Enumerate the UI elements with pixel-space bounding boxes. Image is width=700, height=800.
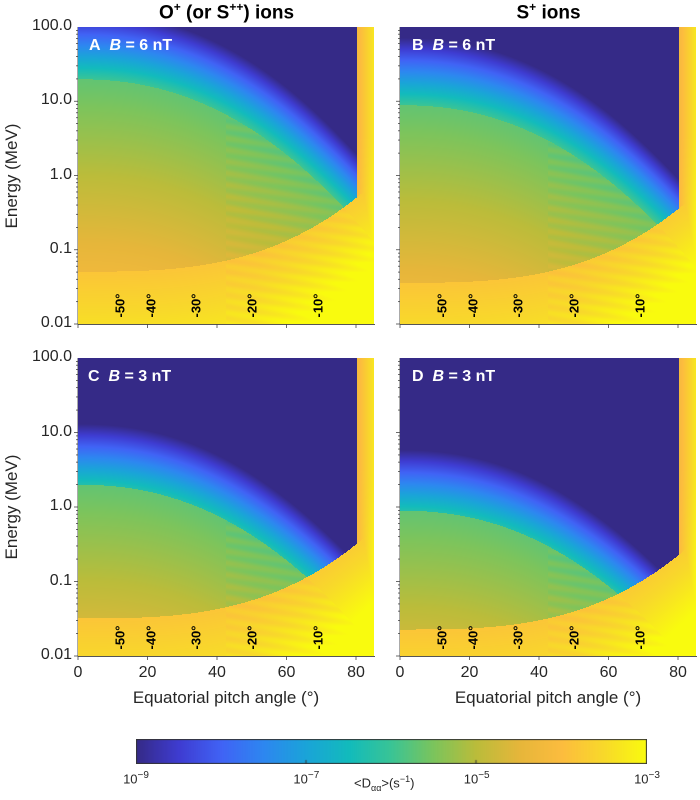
column-title-right: S+ ions: [400, 0, 697, 24]
latitude-annotation: -10°: [632, 625, 648, 650]
latitude-annotation: -30°: [510, 625, 526, 650]
colorbar-tick-label: 10−5: [457, 770, 497, 786]
cb-title-sup: −1: [399, 774, 411, 784]
colorbar-title: <Dαα>(s−1): [354, 774, 414, 793]
x-tick-label: 20: [138, 664, 157, 681]
latitude-annotation: -50°: [112, 293, 128, 318]
panel-letter: A: [89, 37, 101, 54]
heatmap-panel-a: [78, 27, 375, 324]
latitude-annotation: -20°: [244, 625, 260, 650]
panel-field-symbol: B: [109, 37, 122, 54]
y-tick-label: 1.0: [49, 497, 72, 514]
title-text: O: [158, 2, 174, 24]
panel-label-d: D B = 3 nT: [412, 368, 495, 386]
colorbar-tick-label: 10−9: [116, 770, 156, 786]
x-tick-label: 20: [460, 664, 479, 681]
latitude-annotation: -20°: [566, 293, 582, 318]
x-tick-label: 40: [530, 664, 548, 681]
y-tick-label: 100.0: [31, 17, 72, 34]
panel-field-symbol: B: [432, 37, 445, 54]
title-sup: +: [529, 0, 537, 14]
colorbar-tick-label: 10−3: [627, 770, 667, 786]
latitude-annotation: -30°: [188, 625, 204, 650]
y-tick-label: 100.0: [31, 348, 72, 365]
latitude-annotation: -40°: [143, 625, 159, 650]
heatmap-panel-d: [400, 358, 697, 656]
cb-tick-base: 10: [123, 771, 138, 787]
panel-label-b: B B = 6 nT: [412, 37, 495, 55]
y-tick-label: 10.0: [40, 422, 72, 440]
cb-title-sub: αα: [370, 782, 382, 793]
x-tick-label: 80: [347, 664, 365, 681]
latitude-annotation: -50°: [434, 625, 450, 650]
latitude-annotation: -10°: [310, 625, 326, 650]
x-tick-label: 80: [669, 664, 687, 681]
panel-field-symbol: B: [108, 368, 121, 385]
y-tick-label: 0.01: [40, 314, 72, 331]
y-tick-label: 0.01: [40, 646, 72, 663]
latitude-annotation: -20°: [244, 293, 260, 318]
panel-letter: C: [88, 368, 100, 385]
latitude-annotation: -50°: [112, 625, 128, 650]
column-title-left: O+ (or S++) ions: [78, 0, 375, 24]
heatmap-panel-b: [400, 27, 697, 324]
latitude-annotation: -40°: [465, 625, 481, 650]
x-axis-label-right: Equatorial pitch angle (°): [454, 688, 642, 707]
panel-field-symbol: B: [432, 368, 445, 385]
panel-field-value: = 6 nT: [444, 37, 496, 54]
panel-field-value: = 3 nT: [120, 368, 172, 385]
cb-tick-base: 10: [634, 771, 649, 787]
x-tick-label: 0: [73, 664, 83, 681]
cb-tick-base: 10: [293, 771, 308, 787]
title-sup: +: [173, 0, 181, 14]
latitude-annotation: -30°: [188, 293, 204, 318]
colorbar: [136, 739, 647, 764]
title-sup: ++: [229, 0, 244, 14]
panel-label-c: C B = 3 nT: [88, 368, 171, 386]
x-tick-label: 0: [395, 664, 405, 681]
x-tick-label: 60: [277, 664, 296, 681]
cb-title-text: >(s: [381, 775, 400, 791]
y-tick-label: 10.0: [40, 91, 72, 109]
latitude-annotation: -40°: [465, 293, 481, 318]
cb-tick-exp: −3: [648, 770, 660, 781]
latitude-annotation: -10°: [632, 293, 648, 318]
title-text: (or S: [180, 2, 230, 24]
y-tick-label: 1.0: [49, 165, 72, 183]
panel-label-a: A B = 6 nT: [89, 37, 172, 55]
panel-letter: B: [412, 37, 424, 54]
heatmap-panel-c: [78, 358, 375, 656]
cb-tick-exp: −9: [137, 770, 149, 781]
latitude-annotation: -20°: [566, 625, 582, 650]
y-tick-label: 0.1: [49, 239, 72, 257]
colorbar-tick-label: 10−7: [286, 770, 326, 786]
panel-letter: D: [412, 368, 424, 385]
title-text: ) ions: [243, 2, 295, 24]
x-tick-label: 40: [208, 664, 226, 681]
title-text: ions: [536, 2, 581, 24]
cb-tick-exp: −5: [478, 770, 490, 781]
title-text: S: [516, 2, 530, 24]
y-tick-label: 0.1: [49, 571, 72, 589]
latitude-annotation: -40°: [143, 293, 159, 318]
latitude-annotation: -30°: [510, 293, 526, 318]
panel-field-value: = 3 nT: [444, 368, 496, 385]
cb-tick-exp: −7: [307, 770, 320, 781]
cb-title-text: ): [410, 775, 415, 791]
x-axis-label-left: Equatorial pitch angle (°): [132, 688, 320, 707]
latitude-annotation: -50°: [434, 293, 450, 318]
x-tick-label: 60: [599, 664, 618, 681]
panel-field-value: = 6 nT: [121, 37, 173, 54]
cb-title-text: <D: [354, 775, 371, 791]
cb-tick-base: 10: [463, 771, 479, 787]
latitude-annotation: -10°: [310, 293, 326, 318]
